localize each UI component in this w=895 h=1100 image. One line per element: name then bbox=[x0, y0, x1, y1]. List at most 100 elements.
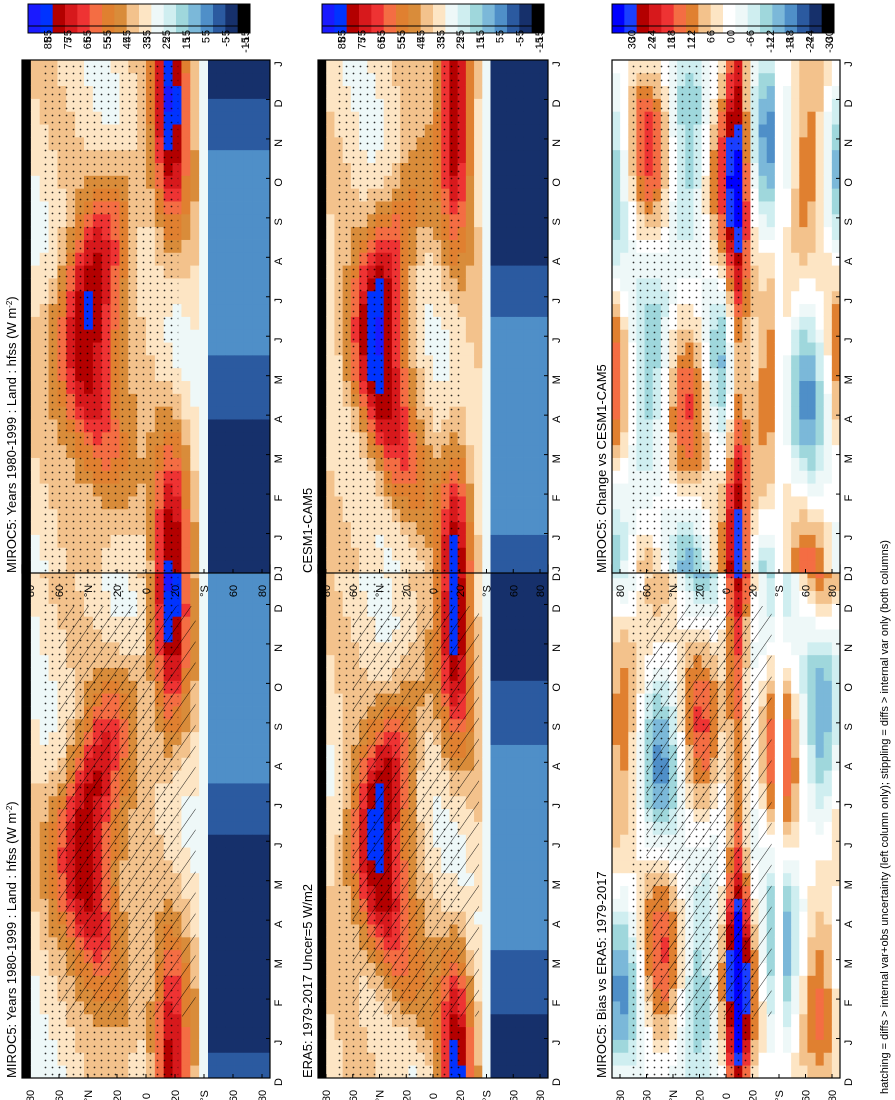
heatmap-cell bbox=[474, 1039, 483, 1053]
heatmap-cell bbox=[22, 136, 32, 151]
heatmap-cell bbox=[30, 72, 41, 87]
heatmap-cell bbox=[225, 885, 235, 899]
heatmap-cell bbox=[261, 278, 271, 292]
heatmap-cell bbox=[498, 706, 508, 720]
heatmap-cell bbox=[620, 898, 629, 912]
y-tick-label: 20 bbox=[170, 1090, 182, 1100]
heatmap-cell bbox=[190, 1026, 200, 1040]
heatmap-cell bbox=[318, 577, 327, 592]
heatmap-cell bbox=[30, 744, 41, 758]
heatmap-cell bbox=[506, 924, 516, 938]
heatmap-cell bbox=[465, 1013, 475, 1028]
heatmap-cell bbox=[22, 834, 32, 848]
heatmap-cell bbox=[234, 821, 244, 835]
heatmap-cell bbox=[620, 911, 629, 925]
colorbar-label: 5 bbox=[495, 37, 507, 43]
x-tick-label: J bbox=[551, 803, 563, 809]
heatmap-cell bbox=[515, 470, 524, 484]
x-tick-label: A bbox=[551, 762, 563, 770]
heatmap-cell bbox=[490, 136, 500, 151]
heatmap-cell bbox=[22, 936, 32, 951]
heatmap-cell bbox=[318, 641, 327, 656]
heatmap-cell bbox=[515, 616, 524, 630]
heatmap-cell bbox=[531, 342, 541, 356]
heatmap-cell bbox=[490, 885, 500, 899]
heatmap-cell bbox=[22, 457, 32, 471]
heatmap-cell bbox=[208, 641, 218, 656]
heatmap-cell bbox=[506, 859, 516, 874]
heatmap-cell bbox=[490, 342, 500, 356]
heatmap-cell bbox=[612, 577, 621, 592]
heatmap-cell bbox=[482, 795, 491, 810]
heatmap-cell bbox=[326, 654, 335, 668]
y-tick-label: 60 bbox=[348, 1090, 360, 1100]
heatmap-cell bbox=[523, 629, 532, 643]
heatmap-cell bbox=[326, 911, 335, 925]
heatmap-cell bbox=[620, 783, 629, 797]
heatmap-cell bbox=[326, 470, 335, 484]
heatmap-cell bbox=[225, 252, 235, 266]
heatmap-cell bbox=[225, 988, 235, 1002]
heatmap-cell bbox=[620, 590, 629, 604]
heatmap-cell bbox=[234, 354, 244, 369]
heatmap-cell bbox=[523, 988, 532, 1002]
x-tick-label: D bbox=[273, 1078, 285, 1086]
heatmap-cell bbox=[620, 770, 629, 784]
heatmap-cell bbox=[515, 329, 524, 343]
heatmap-cell bbox=[620, 706, 629, 720]
heatmap-cell bbox=[234, 603, 244, 617]
heatmap-cell bbox=[234, 975, 244, 989]
heatmap-cell bbox=[620, 757, 629, 771]
heatmap-cell bbox=[506, 457, 516, 471]
heatmap-cell bbox=[531, 1026, 541, 1040]
heatmap-cell bbox=[30, 859, 41, 874]
heatmap-cell bbox=[225, 629, 235, 643]
heatmap-cell bbox=[199, 693, 209, 707]
heatmap-cell bbox=[318, 667, 327, 681]
heatmap-cell bbox=[199, 1052, 209, 1066]
heatmap-cell bbox=[326, 175, 335, 189]
heatmap-cell bbox=[326, 988, 335, 1002]
heatmap-cell bbox=[225, 85, 235, 99]
heatmap-cell bbox=[30, 431, 41, 446]
heatmap-cell bbox=[531, 444, 541, 458]
heatmap-cell bbox=[243, 1013, 253, 1028]
heatmap-cell bbox=[490, 188, 500, 202]
heatmap-cell bbox=[22, 706, 32, 720]
heatmap-cell bbox=[531, 534, 541, 548]
heatmap-cell bbox=[30, 783, 41, 797]
heatmap-cell bbox=[225, 508, 235, 523]
x-tick-label: A bbox=[273, 762, 285, 770]
heatmap-cell bbox=[199, 667, 209, 681]
heatmap-cell bbox=[216, 847, 227, 861]
y-tick-label: °S bbox=[199, 585, 211, 597]
colorbar-swatch bbox=[420, 4, 434, 26]
heatmap-cell bbox=[234, 278, 244, 292]
heatmap-cell bbox=[22, 560, 32, 574]
heatmap-cell bbox=[318, 124, 327, 138]
heatmap-cell bbox=[181, 124, 191, 138]
heatmap-cell bbox=[515, 706, 524, 720]
heatmap-cell bbox=[225, 744, 235, 758]
heatmap-cell bbox=[326, 808, 335, 822]
heatmap-cell bbox=[498, 316, 508, 330]
heatmap-cell bbox=[498, 911, 508, 925]
heatmap-cell bbox=[252, 859, 262, 874]
heatmap-cell bbox=[474, 534, 483, 548]
heatmap-cell bbox=[243, 252, 253, 266]
heatmap-cell bbox=[326, 859, 335, 874]
heatmap-cell bbox=[181, 213, 191, 228]
heatmap-cell bbox=[612, 949, 621, 963]
x-tick-label: M bbox=[551, 880, 563, 889]
heatmap-cell bbox=[216, 470, 227, 484]
heatmap-cell bbox=[208, 859, 218, 874]
heatmap-cell bbox=[498, 847, 508, 861]
heatmap-cell bbox=[474, 252, 483, 266]
heatmap-cell bbox=[506, 60, 516, 74]
heatmap-cell bbox=[318, 783, 327, 797]
heatmap-cell bbox=[22, 393, 32, 407]
heatmap-cell bbox=[225, 898, 235, 912]
heatmap-cell bbox=[216, 72, 227, 87]
heatmap-cell bbox=[252, 616, 262, 630]
heatmap-cell bbox=[498, 795, 508, 810]
